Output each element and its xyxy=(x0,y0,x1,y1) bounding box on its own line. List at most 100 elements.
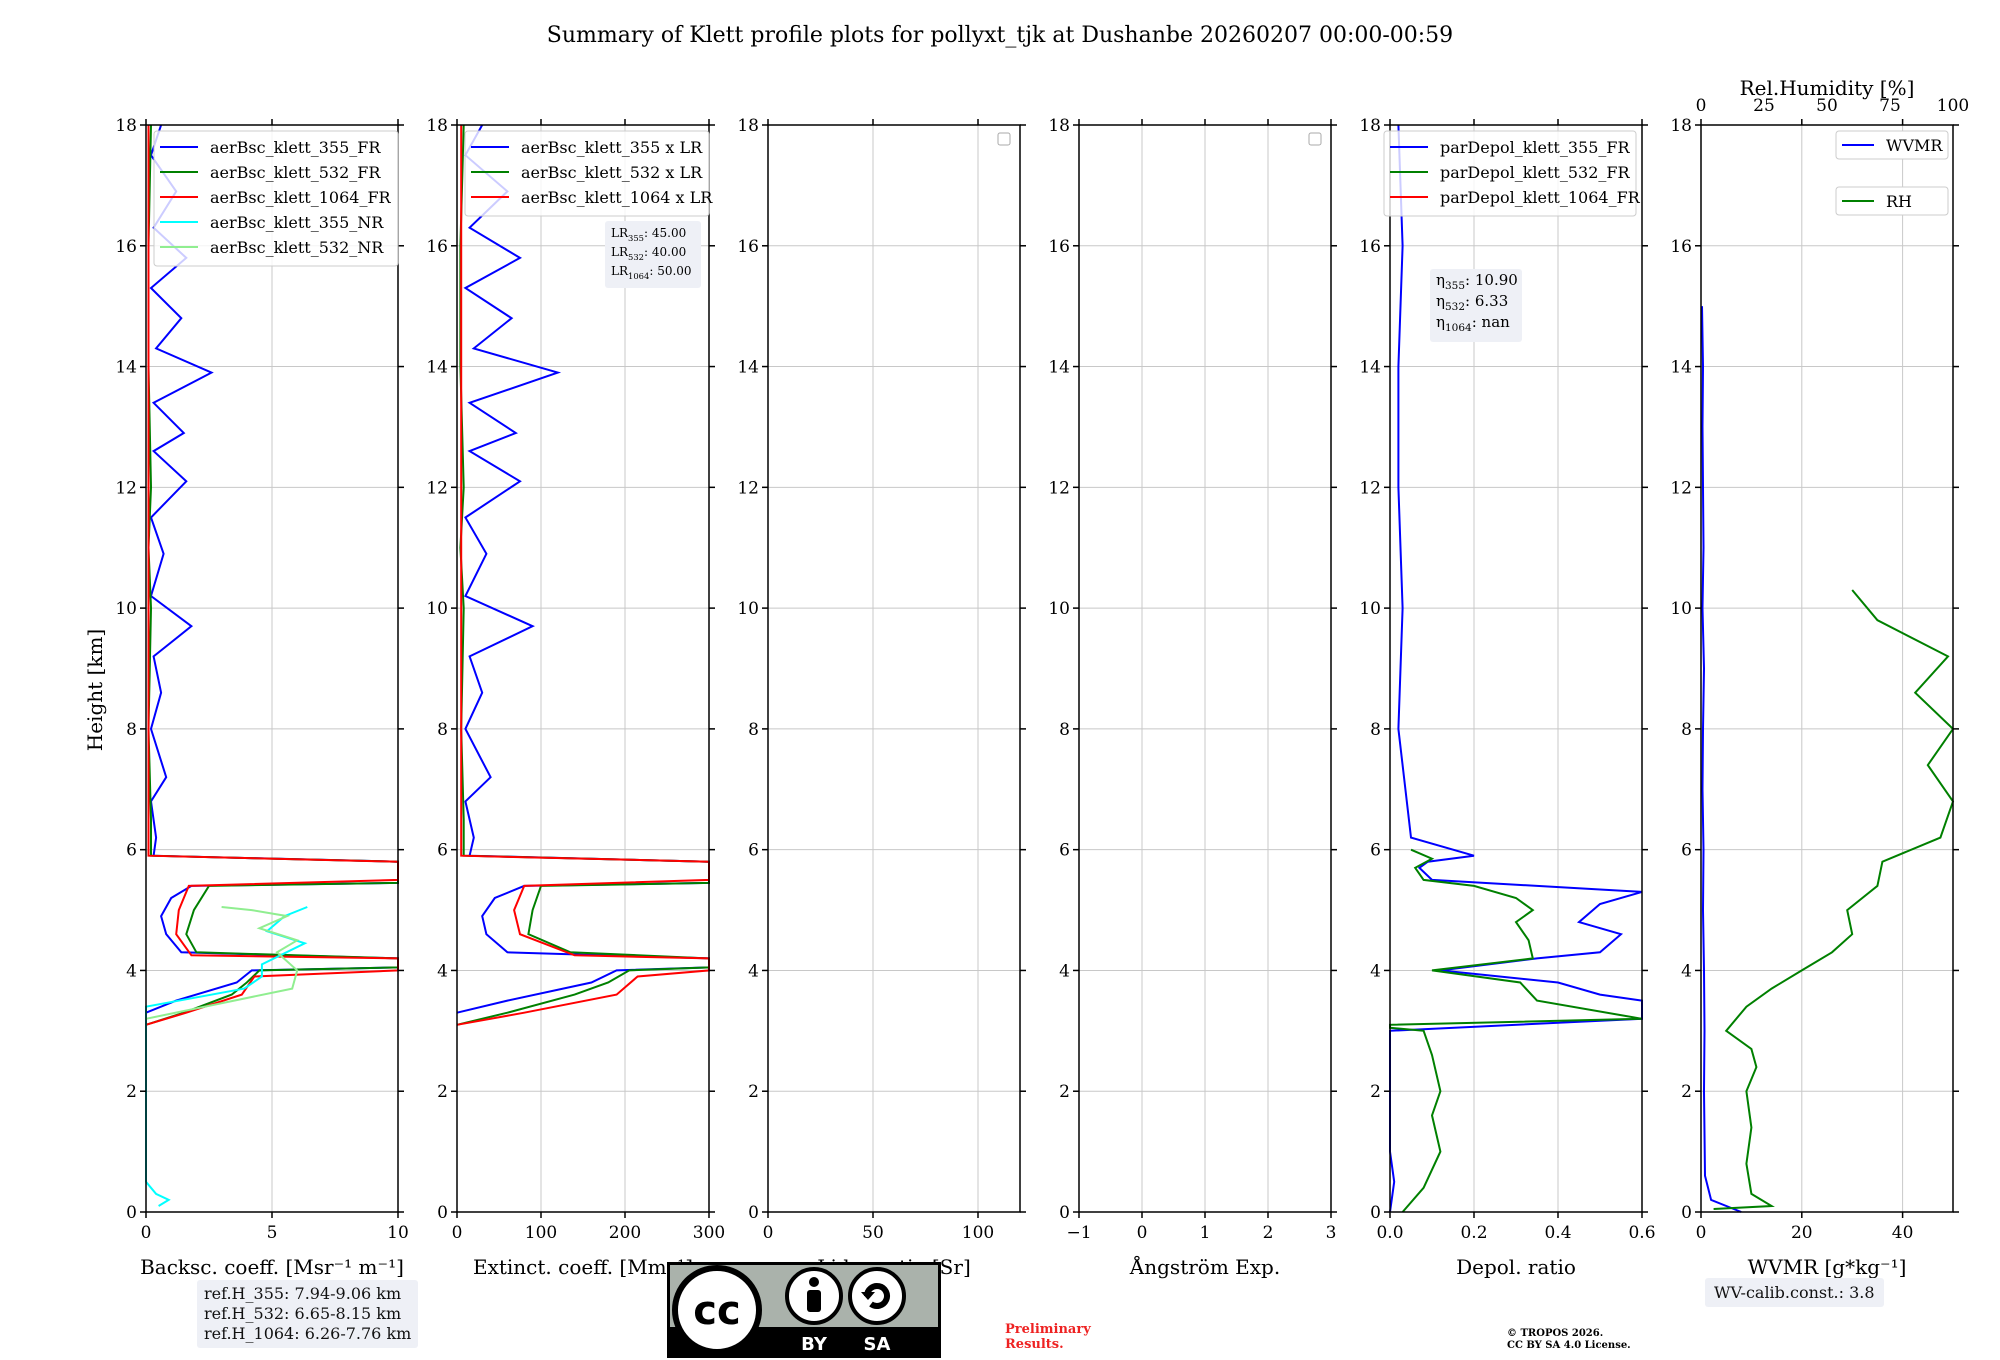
copyright-note: © TROPOS 2026. CC BY SA 4.0 License. xyxy=(1507,1328,1631,1352)
legend-label: aerBsc_klett_1064_FR xyxy=(210,188,392,207)
annotation-line: η1064: nan xyxy=(1436,313,1510,334)
y-tick-label: 16 xyxy=(115,237,137,257)
y-tick-label: 0 xyxy=(748,1203,759,1223)
x-tick-label: 20 xyxy=(1791,1223,1813,1243)
y-tick-label: 18 xyxy=(1670,116,1692,136)
x-axis-label: Backsc. coeff. [Msr⁻¹ m⁻¹] xyxy=(140,1255,404,1279)
cc-text: cc xyxy=(693,1288,740,1334)
series-line-aerBsc_klett_532_FR xyxy=(145,124,399,1026)
legend-label: parDepol_klett_355_FR xyxy=(1440,138,1631,157)
by-text: BY xyxy=(801,1334,828,1355)
legend-label: aerBsc_klett_355 x LR xyxy=(521,138,703,157)
series-line-WVMR xyxy=(1701,306,1742,1213)
y-tick-label: 10 xyxy=(426,599,448,619)
y-tick-label: 16 xyxy=(1670,237,1692,257)
x-tick-label: 3 xyxy=(1326,1223,1337,1243)
series-line-aerBsc_klett_355_FR xyxy=(145,124,399,1014)
x-axis-label: Extinct. coeff. [Mm⁻¹] xyxy=(473,1255,693,1279)
top-x-tick-label: 0 xyxy=(1696,96,1707,116)
y-tick-label: 4 xyxy=(748,961,759,981)
y-tick-label: 2 xyxy=(1370,1082,1381,1102)
y-tick-label: 0 xyxy=(1059,1203,1070,1223)
axes-frame xyxy=(456,124,710,1213)
y-tick-label: 16 xyxy=(1359,237,1381,257)
axes-frame xyxy=(1389,124,1643,1213)
y-tick-label: 14 xyxy=(1048,358,1070,378)
legend-label: aerBsc_klett_1064 x LR xyxy=(521,188,713,207)
y-tick-label: 18 xyxy=(737,116,759,136)
y-tick-label: 0 xyxy=(126,1203,137,1223)
y-tick-label: 10 xyxy=(1359,599,1381,619)
x-tick-label: 0.2 xyxy=(1460,1223,1487,1243)
x-tick-label: 300 xyxy=(693,1223,725,1243)
top-x-tick-label: 100 xyxy=(1937,96,1969,116)
y-tick-label: 8 xyxy=(437,720,448,740)
legend-box xyxy=(153,130,399,267)
ref-height-355: ref.H_355: 7.94-9.06 km xyxy=(204,1284,402,1303)
y-tick-label: 18 xyxy=(1359,116,1381,136)
x-tick-label: 0 xyxy=(1696,1223,1707,1243)
legend-label: parDepol_klett_1064_FR xyxy=(1440,188,1641,207)
x-tick-label: 5 xyxy=(267,1223,278,1243)
legend-box xyxy=(464,130,710,217)
x-tick-label: 2 xyxy=(1263,1223,1274,1243)
axes-frame xyxy=(767,124,1021,1213)
y-tick-label: 12 xyxy=(1048,478,1070,498)
y-tick-label: 14 xyxy=(737,358,759,378)
x-tick-label: 0 xyxy=(452,1223,463,1243)
x-tick-label: 10 xyxy=(387,1223,409,1243)
x-axis-label: Ångström Exp. xyxy=(1129,1254,1280,1279)
annotation-line: LR532: 40.00 xyxy=(611,245,686,262)
x-axis-label: Depol. ratio xyxy=(1456,1255,1576,1279)
axes-frame xyxy=(1700,124,1954,1213)
series-line-aerBsc_klett_1064_FR xyxy=(145,125,399,1026)
copyright-line-1: © TROPOS 2026. xyxy=(1507,1328,1604,1339)
y-tick-label: 8 xyxy=(1370,720,1381,740)
annotation-line: LR355: 45.00 xyxy=(611,226,686,243)
y-tick-label: 14 xyxy=(426,358,448,378)
x-tick-label: 100 xyxy=(525,1223,557,1243)
y-tick-label: 12 xyxy=(426,478,448,498)
x-tick-label: 0 xyxy=(141,1223,152,1243)
wv-calib-box: WV-calib.const.: 3.8 xyxy=(1705,1278,1884,1307)
series-line-aerBsc_klett_532_NR xyxy=(145,906,300,1020)
y-tick-label: 6 xyxy=(126,841,137,861)
y-tick-label: 2 xyxy=(748,1082,759,1102)
ref-height-1064: ref.H_1064: 6.26-7.76 km xyxy=(204,1324,412,1343)
top-x-tick-label: 75 xyxy=(1879,96,1901,116)
x-tick-label: 0.0 xyxy=(1376,1223,1403,1243)
annotation-line: η532: 6.33 xyxy=(1436,292,1508,313)
legend-box xyxy=(1835,130,1949,160)
x-tick-label: 0.6 xyxy=(1628,1223,1655,1243)
y-tick-label: 2 xyxy=(1059,1082,1070,1102)
y-tick-label: 18 xyxy=(1048,116,1070,136)
y-tick-label: 14 xyxy=(1359,358,1381,378)
legend-label: aerBsc_klett_532_FR xyxy=(210,163,381,182)
figure-title: Summary of Klett profile plots for polly… xyxy=(547,23,1453,48)
legend-label: WVMR xyxy=(1886,136,1943,155)
top-x-tick-label: 50 xyxy=(1816,96,1838,116)
y-tick-label: 6 xyxy=(1681,841,1692,861)
y-tick-label: 12 xyxy=(1670,478,1692,498)
y-tick-label: 10 xyxy=(737,599,759,619)
y-tick-label: 6 xyxy=(1370,841,1381,861)
legend-label: aerBsc_klett_532 x LR xyxy=(521,163,703,182)
preliminary-results-note: Preliminary Results. xyxy=(1005,1322,1091,1352)
empty-legend-box xyxy=(997,132,1011,146)
copyright-line-2: CC BY SA 4.0 License. xyxy=(1507,1340,1631,1351)
top-x-tick-label: 25 xyxy=(1753,96,1775,116)
panel-backscatter: 0 2 4 6 8 10 12 14 16 18 0 5 10 Backsc. coeff. [Msr⁻¹… xyxy=(115,116,408,1279)
legend-label: parDepol_klett_532_FR xyxy=(1440,163,1631,182)
y-tick-label: 16 xyxy=(737,237,759,257)
y-tick-label: 4 xyxy=(437,961,448,981)
preliminary-line-1: Preliminary xyxy=(1005,1322,1091,1337)
legend-label: aerBsc_klett_532_NR xyxy=(210,238,384,257)
legend-label: aerBsc_klett_355_FR xyxy=(210,138,381,157)
annotation-line: LR1064: 50.00 xyxy=(611,264,692,281)
y-tick-label: 4 xyxy=(1370,961,1381,981)
reference-heights-box: ref.H_355: 7.94-9.06 km ref.H_532: 6.65-… xyxy=(197,1280,419,1348)
y-tick-label: 6 xyxy=(437,841,448,861)
sa-text: SA xyxy=(864,1334,891,1355)
